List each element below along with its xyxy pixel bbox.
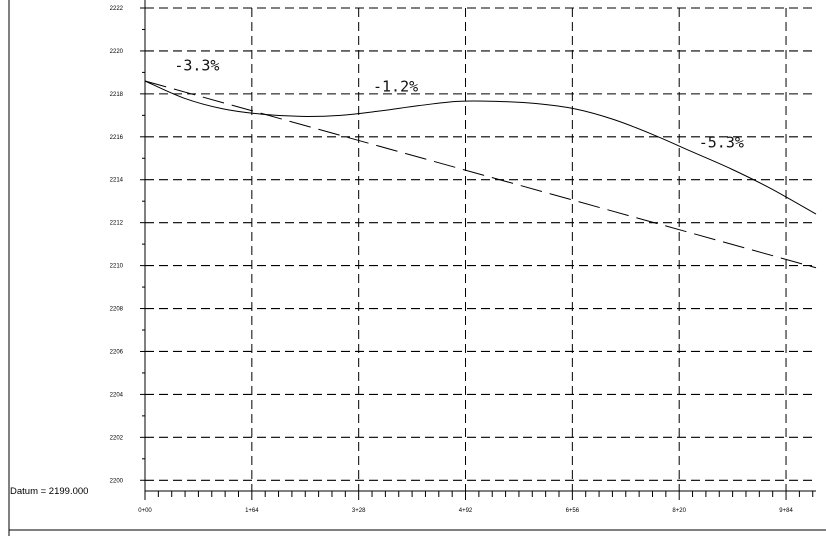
y-tick-label: 2216 — [110, 135, 124, 141]
y-tick-label: 2214 — [110, 178, 124, 184]
dashed-profile-line — [144, 80, 817, 269]
y-tick-label: 2220 — [110, 49, 124, 55]
grade-annotation: -5.3% — [699, 134, 744, 152]
grade-annotation: -1.2% — [373, 78, 418, 96]
grade-annotation: -3.3% — [174, 56, 219, 74]
grade-annotations: -3.3% -1.2% -5.3% — [174, 56, 744, 151]
chart-series — [144, 80, 817, 269]
y-tick-label: 2210 — [110, 264, 124, 270]
y-tick-labels: 2200 2202 2204 2206 2208 2210 2212 2214 2216 2218… — [110, 6, 124, 484]
solid-profile-line — [144, 80, 817, 215]
x-tick-label: 1+64 — [245, 508, 259, 514]
x-tick-labels: 0+00 1+64 3+28 4+92 6+56 8+20 9+84 — [138, 508, 793, 514]
x-tick-label: 6+56 — [566, 508, 580, 514]
y-tick-label: 2222 — [110, 6, 124, 12]
x-tick-label: 3+28 — [352, 508, 366, 514]
x-tick-label: 8+20 — [672, 508, 686, 514]
x-tick-label: 4+92 — [459, 508, 473, 514]
y-tick-label: 2202 — [110, 435, 124, 441]
x-tick-label: 0+00 — [138, 508, 152, 514]
y-tick-label: 2218 — [110, 92, 124, 98]
window-frame — [8, 0, 826, 536]
datum-label: Datum = 2199.000 — [10, 486, 88, 497]
y-tick-label: 2206 — [110, 349, 124, 355]
chart-axes — [140, 0, 816, 500]
y-tick-label: 2200 — [110, 478, 124, 484]
chart-grid — [145, 7, 816, 491]
y-tick-label: 2212 — [110, 221, 124, 227]
y-tick-label: 2208 — [110, 307, 124, 313]
x-tick-label: 9+84 — [779, 508, 793, 514]
y-tick-label: 2204 — [110, 392, 124, 398]
